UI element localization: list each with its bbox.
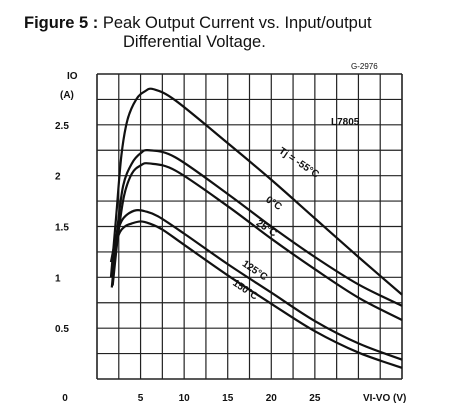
figure-label: Figure 5 : — [24, 14, 99, 32]
series-label: 0°C — [264, 194, 284, 213]
x-tick-label: 5 — [138, 393, 144, 404]
y-tick-label: 0.5 — [55, 324, 69, 335]
series-label: 125°C — [240, 259, 269, 284]
y-axis-symbol: IO — [67, 71, 78, 82]
part-number-label: L7805 — [331, 117, 360, 128]
y-tick-label: 1 — [55, 273, 61, 284]
series-curve — [111, 220, 403, 369]
x-tick-label: 0 — [62, 393, 68, 404]
y-tick-label: 2.5 — [55, 121, 69, 132]
x-tick-label: 20 — [266, 393, 278, 404]
series-curve — [111, 162, 403, 322]
x-tick-label: 15 — [222, 393, 234, 404]
x-axis-label: VI-VO (V) — [363, 393, 406, 404]
figure-title-continued: Differential Voltage. — [123, 33, 266, 51]
series-curve — [109, 208, 403, 361]
figure-title: Peak Output Current vs. Input/output — [102, 14, 372, 32]
y-tick-label: 1.5 — [55, 223, 69, 234]
x-tick-label: 10 — [179, 393, 191, 404]
figure-code: G-2976 — [351, 62, 378, 71]
series-curve — [110, 148, 403, 307]
y-tick-label: 2 — [55, 172, 61, 183]
chart-curves — [109, 87, 403, 369]
y-axis-unit: (A) — [60, 90, 74, 101]
caption-line-1: Figure 5 : Peak Output Current vs. Input… — [24, 14, 372, 33]
series-curve — [109, 87, 403, 296]
x-tick-label: 25 — [309, 393, 321, 404]
